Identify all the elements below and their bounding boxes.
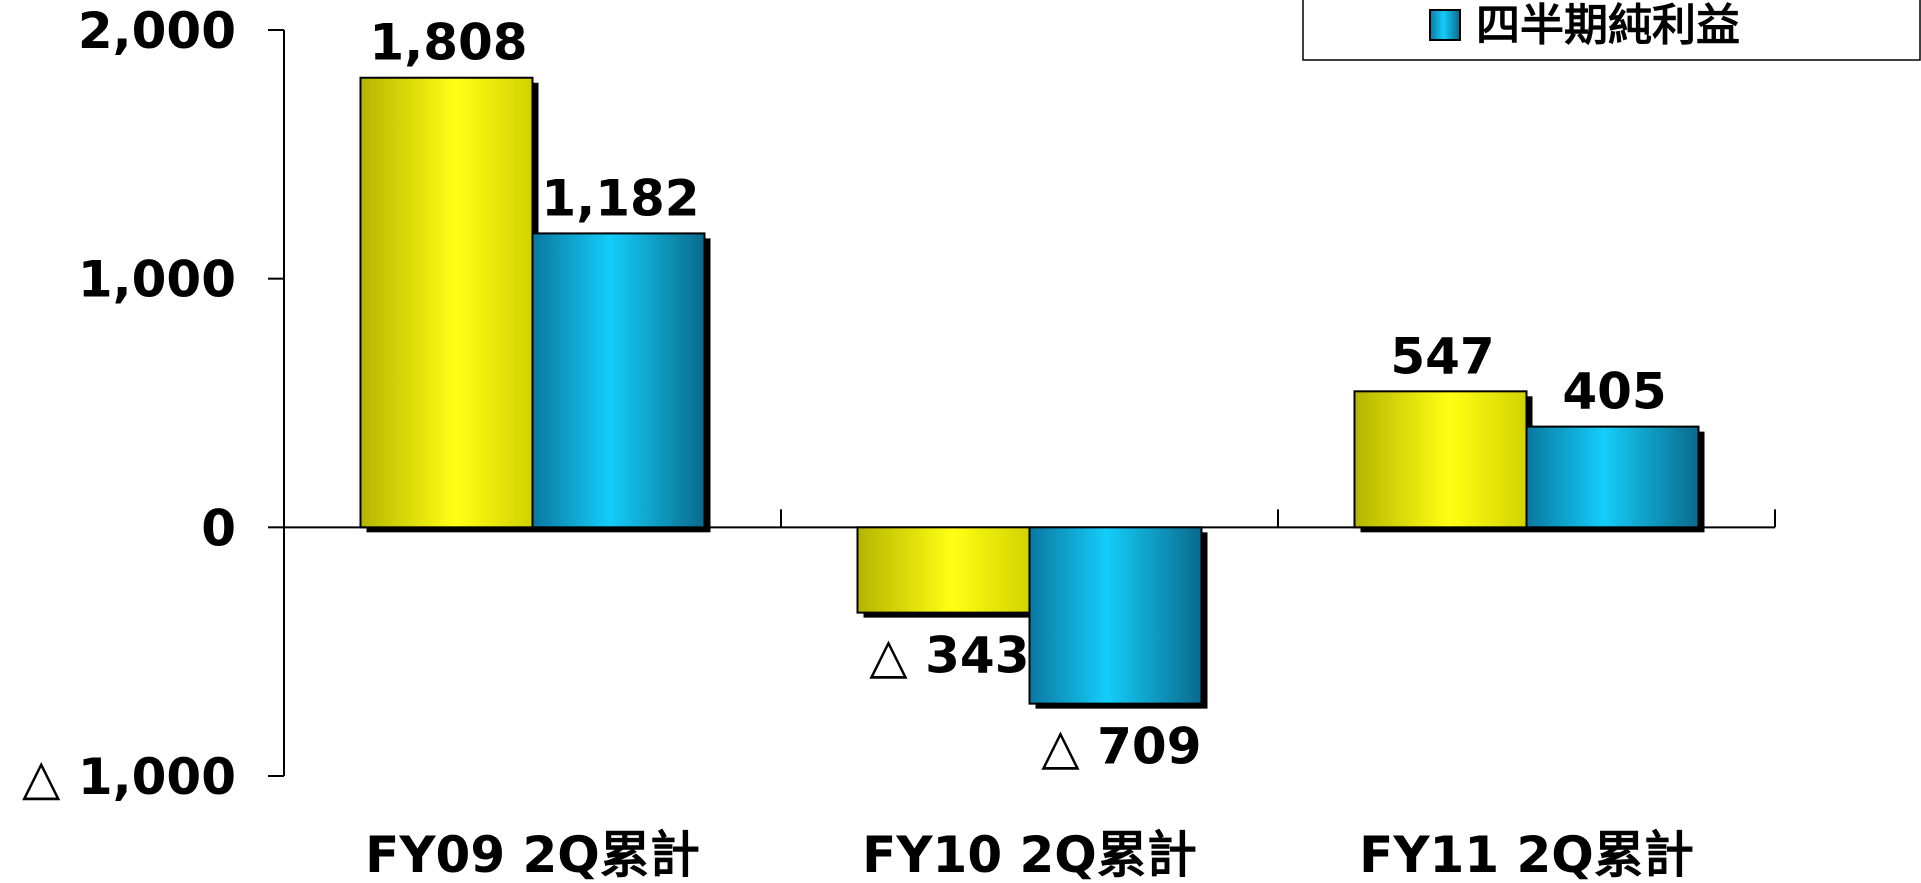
x-tick-label: FY09 2Q累計 xyxy=(365,826,700,883)
data-labels: 1,808 △ 343 547 1,182 △ 709 405 xyxy=(369,14,1666,776)
legend-swatch-series-2 xyxy=(1429,9,1461,41)
bar-series-2-2 xyxy=(1525,425,1700,529)
data-label: 1,808 xyxy=(369,14,527,72)
y-tick-label: 0 xyxy=(201,499,236,557)
bar-series-1-0 xyxy=(359,76,534,529)
y-tick-label: 2,000 xyxy=(78,2,236,60)
data-label: 547 xyxy=(1390,327,1494,385)
legend-box xyxy=(1302,0,1921,61)
y-tick-label: △ 1,000 xyxy=(22,748,236,806)
x-tick-label: FY11 2Q累計 xyxy=(1359,826,1694,883)
data-label: 1,182 xyxy=(541,169,699,227)
y-tick-label: 1,000 xyxy=(78,251,236,309)
data-label: 405 xyxy=(1562,363,1666,421)
bar-series-1-2 xyxy=(1353,390,1528,529)
x-tick-label: FY10 2Q累計 xyxy=(862,826,1197,883)
data-label: △ 709 xyxy=(1041,718,1201,776)
legend-label-series-2: 四半期純利益 xyxy=(1476,0,1740,51)
data-label: △ 343 xyxy=(869,627,1029,685)
legend: 四半期純利益 xyxy=(1302,0,1921,61)
bars xyxy=(359,76,1705,709)
bar-series-1-1 xyxy=(856,526,1031,614)
tick-labels: 2,000 1,000 0 △ 1,000 FY09 2Q累計 FY10 2Q累計 FY11… xyxy=(22,2,1694,883)
bar-series-2-0 xyxy=(531,232,706,529)
bar-series-2-1 xyxy=(1028,526,1203,705)
